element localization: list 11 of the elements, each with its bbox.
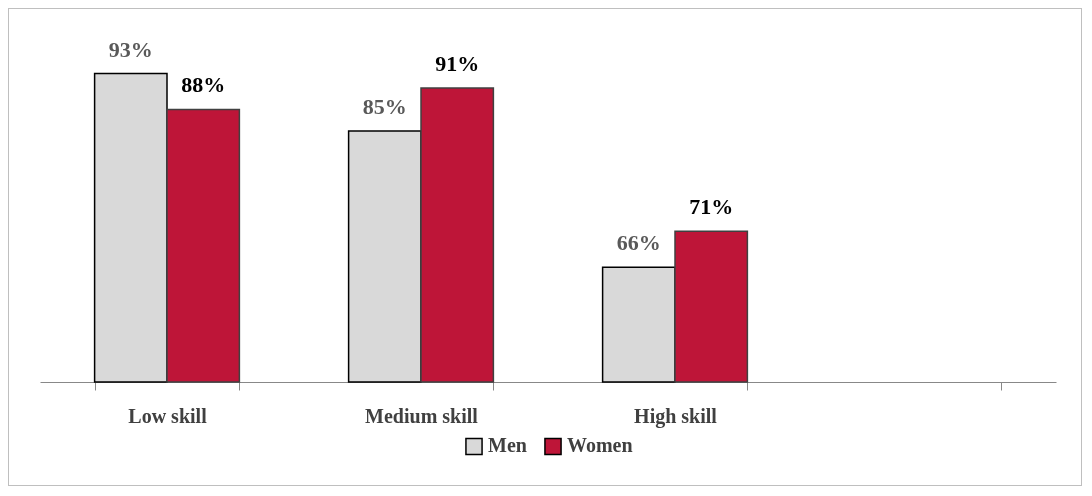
data-label: 66% [616, 230, 661, 256]
legend-label: Women [567, 434, 633, 457]
x-tick-label: High skill [634, 404, 718, 428]
data-label: 85% [362, 93, 407, 119]
data-label: 91% [435, 50, 480, 76]
data-label: 88% [181, 72, 226, 98]
data-label: 71% [689, 194, 734, 220]
x-tick-label: Low skill [128, 404, 208, 427]
legend-label: Men [488, 434, 527, 457]
data-label: 93% [108, 36, 153, 62]
x-tick-label: Medium skill [365, 404, 479, 427]
